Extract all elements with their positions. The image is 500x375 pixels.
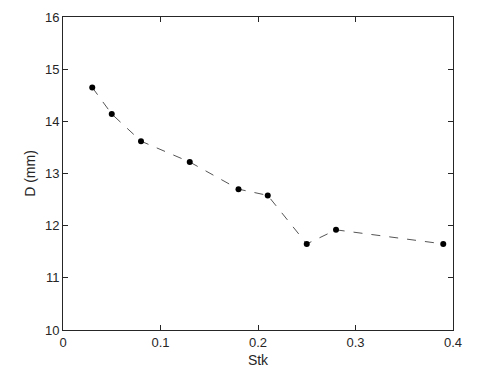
svg-text:0: 0 <box>59 335 66 350</box>
svg-text:0.3: 0.3 <box>346 335 364 350</box>
svg-text:0.2: 0.2 <box>249 335 267 350</box>
svg-text:11: 11 <box>46 270 60 285</box>
svg-text:14: 14 <box>45 114 59 129</box>
svg-text:0.1: 0.1 <box>151 335 169 350</box>
svg-text:16: 16 <box>45 10 59 25</box>
svg-text:D (mm): D (mm) <box>22 150 38 197</box>
svg-text:15: 15 <box>45 62 59 77</box>
svg-text:10: 10 <box>45 323 59 338</box>
svg-text:Stk: Stk <box>248 352 269 368</box>
svg-text:13: 13 <box>45 166 59 181</box>
svg-text:0.4: 0.4 <box>444 335 462 350</box>
svg-text:12: 12 <box>45 218 59 233</box>
